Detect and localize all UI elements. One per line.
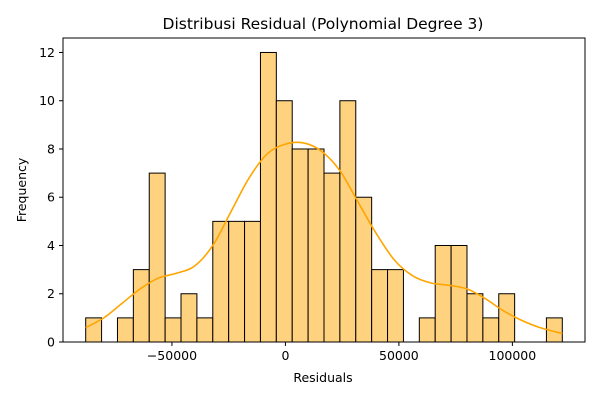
histogram-bar — [291, 148, 309, 343]
kde-curve — [85, 141, 563, 335]
x-tick-label: 50000 — [379, 348, 419, 363]
x-tick-label: 100000 — [489, 348, 537, 363]
histogram-bar — [466, 293, 484, 343]
histogram-bar — [355, 196, 373, 343]
histogram-bar — [228, 220, 246, 343]
y-tick-label: 0 — [47, 335, 55, 350]
x-tick-label: 0 — [281, 348, 289, 363]
histogram-bar — [132, 269, 150, 343]
histogram-bar — [164, 317, 182, 343]
y-tick-label: 8 — [47, 141, 55, 156]
histogram-bar — [418, 317, 436, 343]
y-axis: 0 2 4 6 8 10 12 — [39, 45, 63, 350]
histogram-bar — [180, 293, 198, 343]
plot-frame — [62, 37, 586, 343]
histogram-bar — [244, 220, 261, 343]
chart-title: Distribusi Residual (Polynomial Degree 3… — [163, 15, 484, 33]
histogram-bar — [434, 244, 452, 343]
y-tick-label: 2 — [47, 286, 55, 301]
y-tick-label: 10 — [39, 93, 55, 108]
histogram-bar — [116, 317, 134, 343]
y-tick-label: 12 — [39, 45, 55, 60]
bars-group — [85, 51, 563, 343]
histogram-bar — [323, 172, 341, 343]
histogram-bar — [148, 172, 166, 343]
x-axis-label: Residuals — [293, 370, 352, 385]
histogram-bar — [339, 100, 357, 343]
histogram-bar — [212, 220, 230, 343]
histogram-bar — [498, 293, 516, 343]
histogram-bar — [482, 317, 500, 343]
histogram-bar — [259, 51, 277, 343]
histogram-bar — [196, 317, 214, 343]
histogram-bar — [275, 100, 293, 343]
y-tick-label: 6 — [47, 190, 55, 205]
y-tick-label: 4 — [47, 238, 55, 253]
x-axis: −50000 0 50000 100000 — [147, 342, 536, 363]
x-tick-label: −50000 — [147, 348, 197, 363]
y-axis-label: Frequency — [14, 157, 29, 222]
histogram-bar — [371, 269, 389, 343]
histogram-bar — [307, 148, 325, 343]
histogram-bar — [387, 269, 404, 343]
histogram-bar — [450, 244, 468, 343]
